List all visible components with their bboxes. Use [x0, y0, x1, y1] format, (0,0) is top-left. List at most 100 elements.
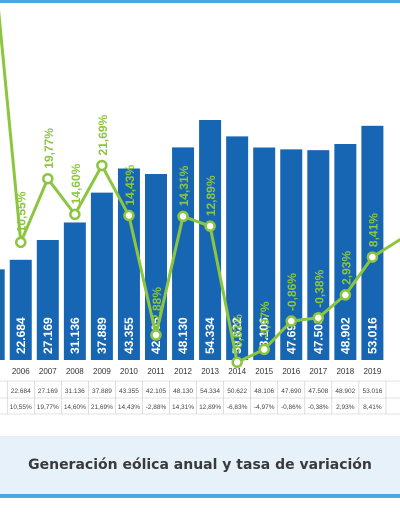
rate-point-2006: [15, 236, 27, 249]
rate-line: [0, 9, 400, 364]
table-value: 22.684: [11, 388, 31, 395]
table-value: 27.169: [38, 388, 58, 395]
table-value: 37.889: [92, 388, 112, 395]
table-rate: 19,77%: [37, 404, 59, 411]
rate-label: -0,86%: [285, 273, 299, 311]
year-label: 2011: [147, 367, 165, 376]
table-rate: 12,89%: [199, 404, 221, 411]
table-value: 43.355: [119, 388, 139, 395]
year-label: 2015: [255, 367, 273, 376]
rate-label: -0,38%: [312, 269, 326, 307]
wind-generation-chart: 20.520 22.684 27.169 31.136 37.889 43.355 42.1…: [0, 9, 400, 415]
table-value: 47.690: [281, 388, 301, 395]
rate-label: 8,41%: [366, 213, 380, 247]
bar-value-label: 48.902: [338, 317, 352, 354]
bar-value-label: 54.334: [203, 317, 217, 354]
table-rate: -0,38%: [308, 404, 329, 411]
bar-2009: [90, 192, 113, 360]
table-rate: -4,97%: [254, 404, 275, 411]
bar-value-label: 22.684: [14, 317, 28, 354]
rate-point-2019: [366, 251, 379, 263]
rate-point-2015: [258, 343, 270, 356]
table-rate: 14,43%: [118, 404, 140, 411]
year-label: 2014: [228, 367, 246, 376]
year-label: 2006: [12, 367, 30, 376]
bar-2005: [0, 269, 5, 360]
rate-label: -6,83%: [231, 314, 245, 352]
rate-label: 2,93%: [339, 251, 353, 285]
bar-2013: [199, 120, 222, 360]
year-label: 2019: [364, 367, 382, 376]
top-rule: [0, 0, 400, 3]
year-label: 2009: [93, 367, 111, 376]
table-rate: 10,55%: [10, 404, 32, 411]
table-rate: -0,86%: [281, 404, 302, 411]
year-label: 2012: [174, 367, 192, 376]
bar-value-label: 20.520: [0, 317, 1, 354]
rate-point-2018: [339, 289, 352, 301]
rate-point-2010: [123, 209, 135, 222]
table-value: 50.622: [227, 388, 247, 395]
rate-label: 10,55%: [15, 191, 29, 232]
bottom-rule: [0, 494, 400, 498]
rate-point-2012: [177, 210, 189, 223]
bar-2017: [307, 150, 330, 360]
bar-value-label: 31.136: [68, 317, 82, 354]
bar-2015: [253, 147, 276, 360]
year-label: 2013: [201, 367, 219, 376]
bar-value-label: 53.016: [365, 317, 379, 354]
table-rate: -2,88%: [146, 404, 167, 411]
bar-value-label: 48.130: [176, 317, 190, 354]
table-value: 47.508: [308, 388, 328, 395]
rate-point-2007: [42, 172, 54, 185]
bar-2016: [280, 149, 303, 360]
rate-label: -4,97%: [258, 301, 272, 339]
year-label: 2008: [66, 367, 84, 376]
rate-label: 19,77%: [42, 128, 56, 169]
table-value: 54.334: [200, 388, 220, 395]
rate-point-2014: [231, 356, 243, 369]
table-rate: 14,31%: [172, 404, 194, 411]
rate-point-2011: [150, 329, 162, 341]
rate-label-2005: 38,36%: [0, 17, 2, 58]
bar-value-label: 27.169: [41, 317, 55, 354]
year-label: 2016: [282, 367, 300, 376]
rate-point-2009: [96, 159, 108, 172]
rate-label: 14,60%: [69, 163, 83, 204]
year-label: 2010: [120, 367, 138, 376]
year-label: 2017: [309, 367, 327, 376]
chart-caption: Generación eólica anual y tasa de variac…: [28, 457, 372, 473]
table-rate: 2,93%: [336, 404, 355, 411]
bar-value-label: 43.355: [122, 317, 136, 354]
caption-bar: Generación eólica anual y tasa de variac…: [0, 436, 400, 494]
table-value: 48.902: [335, 388, 355, 395]
table-value: 53.016: [362, 388, 382, 395]
bar-value-label: 37.889: [95, 317, 109, 354]
rate-label: 14,31%: [177, 165, 191, 206]
bar-2014: [226, 136, 249, 360]
table-value: 48.106: [254, 388, 274, 395]
rate-point-2013: [204, 220, 216, 232]
bar-value-label: 47.508: [311, 317, 325, 354]
bar-2012: [172, 147, 195, 360]
bar-2018: [334, 143, 357, 360]
table-rate: 21,69%: [91, 404, 113, 411]
year-label: 2018: [336, 367, 354, 376]
table-value: 31.136: [65, 388, 85, 395]
rate-point-2017: [312, 312, 325, 324]
rate-label: 14,43%: [123, 165, 137, 206]
bar-2007: [36, 239, 59, 360]
bar-2008: [63, 222, 86, 360]
year-label: 2007: [39, 367, 57, 376]
bar-2006: [9, 259, 32, 360]
table-rate: 8,41%: [363, 404, 382, 411]
rate-label: 12,89%: [204, 175, 218, 216]
table-rate: -6,83%: [227, 404, 248, 411]
table-value: 48.130: [173, 388, 193, 395]
table-rate: 14,60%: [64, 404, 86, 411]
rate-point-2008: [69, 208, 81, 221]
rate-label: 21,69%: [96, 114, 110, 155]
rate-label: -2,88%: [150, 287, 164, 325]
bar-2019: [361, 125, 384, 360]
